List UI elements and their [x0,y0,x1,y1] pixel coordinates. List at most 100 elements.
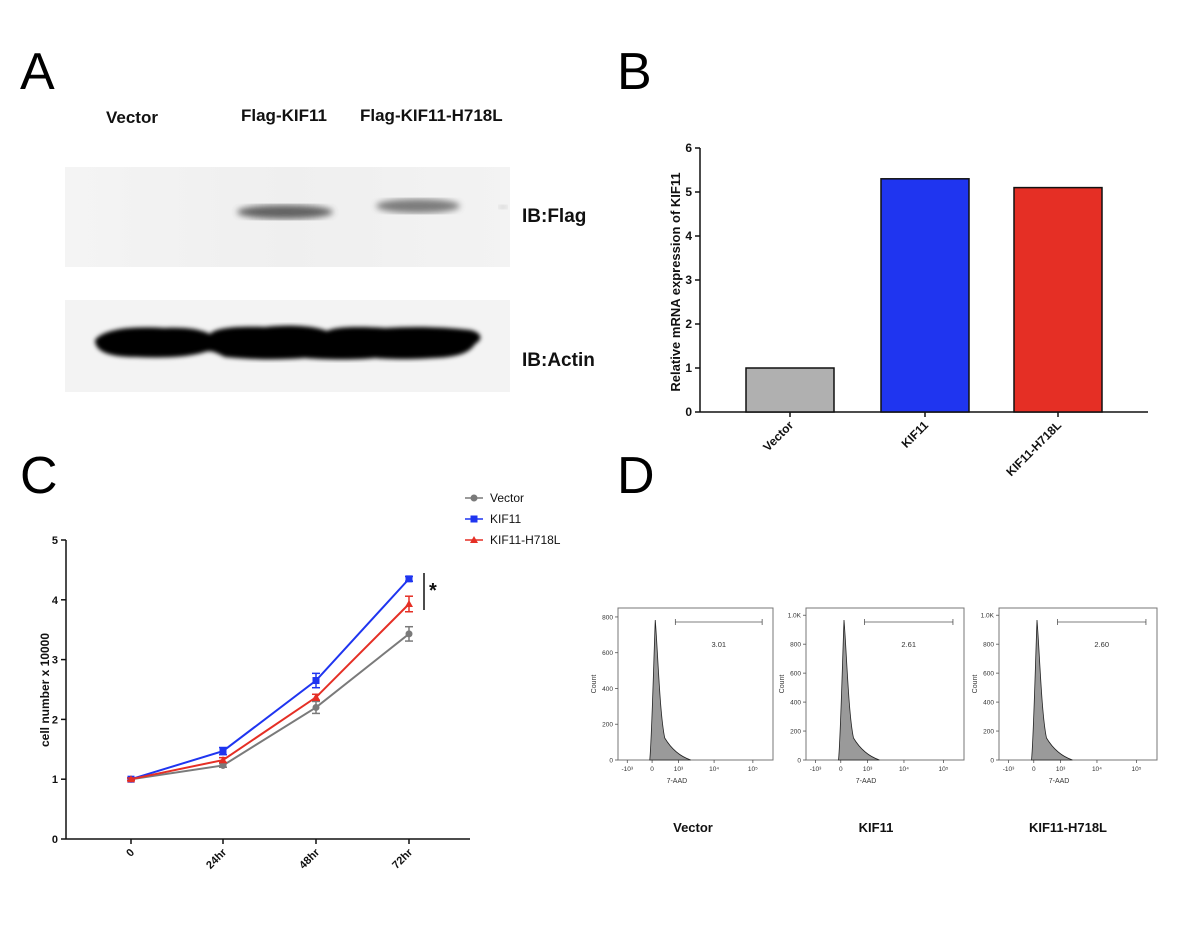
ib-label-flag: IB:Flag [522,206,587,227]
y-tick-label: 5 [685,185,692,199]
point-kif11 [312,677,320,685]
x-tick-label: 10⁴ [709,766,719,773]
point-vector [405,630,413,638]
x-tick-label: 0 [1032,766,1036,773]
y-tick-label: 1.0K [788,613,802,620]
x-tick-label: 0 [650,766,654,773]
y-tick-label: 200 [790,729,801,736]
y-tick-label: 0 [990,758,994,765]
y-axis-label: Count [779,675,786,694]
panel-label-c: C [20,447,58,505]
bar-kif11 [880,178,970,413]
legend-marker [470,494,478,502]
y-tick-label: 0 [797,758,801,765]
x-tick-label: 72hr [390,846,415,871]
x-tick-label: 10³ [1056,766,1066,773]
histogram-label-kif11-h718l: KIF11-H718L [1028,820,1108,835]
y-tick-label: 1.0K [981,613,995,620]
y-tick-label: 600 [790,671,801,678]
y-tick-label: 0 [609,758,613,765]
histogram-curve [838,619,880,761]
x-tick-label: -10³ [810,766,822,773]
x-tick-label: 10⁵ [938,766,948,773]
blot-actin [65,300,510,392]
y-tick-label: 3 [52,655,58,667]
y-axis-label: cell number x 10000 [38,633,52,747]
lane-label-vector: Vector [106,108,158,127]
panel-label-d: D [617,447,655,505]
significance-marker: * [429,580,437,602]
histogram-label-kif11: KIF11 [858,820,894,835]
bar-chart: 0 1 2 3 4 5 6 Vector KIF11 KIF11-H718L Relative m… [668,141,1148,479]
y-tick-label: 0 [52,834,58,846]
x-tick-label: 10⁵ [748,766,758,773]
y-tick-label: 2 [52,714,58,726]
y-tick-label: 1 [685,361,692,375]
y-tick-label: 400 [602,686,613,693]
legend-label: KIF11-H718L [490,533,561,547]
legend-marker [470,515,478,523]
x-axis-label: 7-AAD [856,778,877,785]
y-tick-label: 3 [685,273,692,287]
point-kif11 [405,575,413,583]
histogram-frame [998,607,1158,761]
series-line-kif11-h718l [130,603,410,781]
x-axis-label: 7-AAD [667,778,688,785]
point-kif11-h718l [312,693,320,701]
lane-label-flag-kif11-h718l: Flag-KIF11-H718L [360,106,503,125]
y-tick-label: 2 [685,317,692,331]
y-tick-label: 800 [983,642,994,649]
x-tick-label: 10⁵ [1131,766,1141,773]
y-tick-label: 6 [685,141,692,155]
y-tick-label: 4 [52,595,59,607]
series-line-kif11 [130,578,410,781]
ib-label-actin: IB:Actin [522,350,595,371]
blot-flag [65,167,510,267]
point-kif11-h718l [405,599,413,607]
x-tick-label: 10³ [674,766,684,773]
y-tick-label: 800 [790,642,801,649]
histogram-frame [805,607,965,761]
y-tick-label: 0 [685,405,692,419]
band-actin [95,325,481,360]
panel-label-b: B [617,43,652,101]
histogram-kif11: 0 200 400 600 800 1.0K Count -10³ 0 10³ 10⁴ 10⁵ 7-AA… [779,607,965,785]
y-tick-label: 600 [602,650,613,657]
point-kif11-h718l [127,775,135,783]
histogram-kif11-h718l: 0 200 400 600 800 1.0K Count -10³ 0 10³ 10⁴ 10⁵ 7-AA… [972,607,1158,785]
y-tick-label: 1 [52,774,58,786]
x-tick-label: KIF11 [899,418,932,451]
point-vector [312,703,320,711]
y-tick-label: 200 [983,729,994,736]
y-tick-label: 200 [602,722,613,729]
legend: Vector KIF11 KIF11-H718L [465,491,561,547]
series-line-vector [130,633,410,781]
x-tick-label: 0 [124,847,137,860]
y-tick-label: 400 [983,700,994,707]
lane-label-flag-kif11: Flag-KIF11 [241,106,327,125]
histogram-label-vector: Vector [673,820,713,835]
histogram-curve [649,619,691,761]
x-tick-label: KIF11-H718L [1003,418,1064,479]
x-tick-label: 48hr [297,846,322,871]
gate-value: 2.61 [901,640,916,649]
bar-vector [745,367,835,413]
x-tick-label: 10³ [863,766,873,773]
bar-kif11-h718l [1013,186,1103,413]
x-tick-label: -10³ [622,766,634,773]
point-kif11-h718l [219,756,227,764]
legend-marker [470,536,478,543]
x-axis-label: 7-AAD [1049,778,1070,785]
band-flag-kif11-h718l [376,199,460,213]
histogram-curve [1031,619,1073,761]
y-tick-label: 4 [685,229,692,243]
legend-label: Vector [490,491,524,505]
y-tick-label: 600 [983,671,994,678]
gate-value: 3.01 [711,640,726,649]
y-tick-label: 5 [52,535,58,547]
y-axis-label: Count [972,675,979,694]
y-axis-label: Count [591,675,598,694]
y-tick-label: 400 [790,700,801,707]
x-tick-label: Vector [760,418,796,454]
